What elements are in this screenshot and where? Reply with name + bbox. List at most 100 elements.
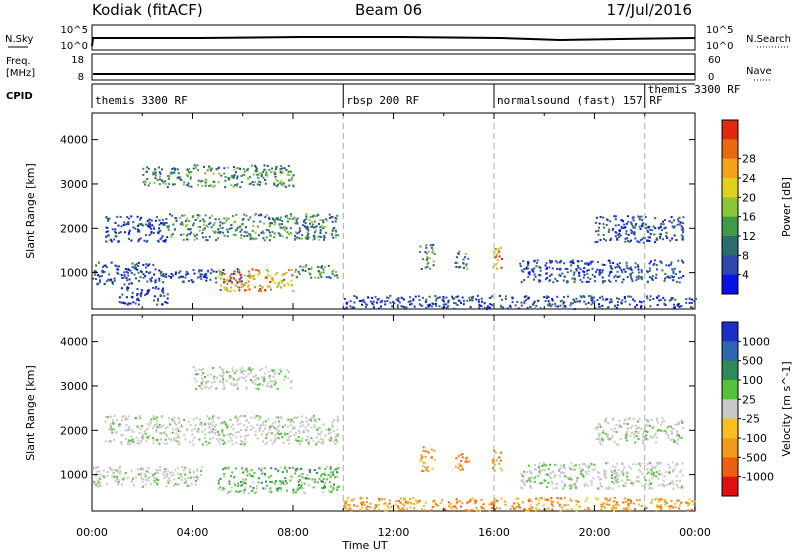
power-data-cell	[187, 185, 190, 188]
velocity-data-cell	[651, 470, 654, 473]
velocity-data-cell	[570, 507, 573, 510]
power-data-cell	[241, 219, 244, 222]
velocity-data-cell	[242, 480, 245, 483]
velocity-data-cell	[561, 506, 564, 509]
power-data-cell	[594, 307, 597, 310]
power-data-cell	[241, 283, 244, 286]
power-data-cell	[548, 275, 551, 277]
velocity-data-cell	[374, 504, 377, 507]
velocity-data-cell	[604, 475, 607, 478]
velocity-data-cell	[666, 427, 669, 430]
power-data-cell	[154, 174, 157, 177]
power-data-cell	[654, 227, 657, 230]
velocity-data-cell	[160, 438, 162, 441]
power-data-cell	[398, 301, 401, 304]
velocity-data-cell	[344, 502, 347, 504]
power-data-cell	[288, 217, 291, 220]
velocity-data-cell	[119, 470, 122, 473]
power-data-cell	[575, 268, 578, 271]
power-data-cell	[154, 281, 157, 284]
velocity-data-cell	[332, 471, 335, 474]
velocity-data-cell	[328, 427, 331, 430]
power-data-cell	[228, 276, 231, 279]
power-data-cell	[157, 232, 160, 235]
power-data-cell	[108, 279, 111, 282]
velocity-data-cell	[291, 418, 294, 420]
power-data-cell	[545, 262, 548, 265]
power-data-cell	[233, 221, 236, 224]
power-data-cell	[626, 237, 629, 240]
velocity-data-cell	[201, 373, 204, 376]
velocity-data-cell	[547, 507, 550, 510]
power-data-cell	[268, 234, 271, 237]
power-data-cell	[601, 271, 604, 274]
power-data-cell	[166, 236, 169, 239]
velocity-data-cell	[545, 499, 548, 501]
power-data-cell	[145, 180, 148, 183]
velocity-data-cell	[141, 425, 144, 428]
power-data-cell	[258, 214, 260, 217]
velocity-data-cell	[641, 484, 644, 487]
velocity-data-cell	[221, 380, 224, 383]
velocity-data-cell	[276, 387, 279, 390]
power-data-cell	[254, 213, 257, 215]
power-data-cell	[573, 278, 576, 281]
power-data-cell	[137, 271, 140, 274]
power-data-cell	[671, 268, 674, 271]
velocity-data-cell	[278, 372, 281, 375]
velocity-data-cell	[250, 490, 253, 492]
power-data-cell	[279, 216, 282, 219]
velocity-data-cell	[480, 498, 483, 501]
power-data-cell	[264, 289, 267, 291]
velocity-data-cell	[590, 480, 593, 483]
power-data-cell	[208, 165, 211, 168]
power-data-cell	[566, 280, 569, 282]
velocity-data-cell	[366, 509, 369, 512]
velocity-data-cell	[363, 503, 366, 506]
velocity-data-cell	[397, 500, 400, 502]
power-data-cell	[569, 269, 572, 272]
velocity-data-cell	[395, 500, 398, 503]
power-data-cell	[309, 273, 312, 276]
velocity-data-cell	[152, 442, 155, 445]
power-data-cell	[652, 225, 655, 228]
power-data-cell	[181, 222, 184, 225]
velocity-data-cell	[214, 432, 216, 434]
velocity-colorbar-band	[722, 418, 738, 439]
velocity-data-cell	[520, 486, 523, 489]
velocity-data-cell	[136, 442, 139, 445]
velocity-data-cell	[619, 425, 622, 428]
power-data-cell	[243, 235, 246, 238]
velocity-data-cell	[178, 442, 181, 445]
power-data-cell	[599, 296, 601, 299]
power-data-cell	[618, 236, 621, 239]
power-data-cell	[630, 276, 633, 279]
velocity-data-cell	[299, 442, 302, 445]
power-data-cell	[556, 295, 559, 298]
power-data-cell	[197, 184, 199, 187]
velocity-data-cell	[245, 386, 248, 389]
velocity-data-cell	[653, 467, 656, 470]
power-data-cell	[609, 220, 612, 223]
velocity-data-cell	[284, 480, 287, 483]
velocity-data-cell	[330, 490, 333, 493]
velocity-data-cell	[659, 498, 662, 501]
power-data-cell	[376, 301, 378, 304]
velocity-data-cell	[130, 429, 133, 432]
velocity-data-cell	[627, 502, 630, 505]
velocity-data-cell	[335, 468, 338, 470]
power-data-cell	[392, 300, 394, 303]
power-data-cell	[286, 231, 289, 234]
power-data-cell	[305, 215, 308, 218]
power-data-cell	[425, 244, 428, 247]
power-data-cell	[664, 277, 666, 280]
power-data-cell	[543, 296, 546, 298]
velocity-data-cell	[278, 420, 281, 423]
velocity-data-cell	[263, 380, 266, 383]
velocity-data-cell	[308, 477, 311, 480]
power-data-cell	[487, 306, 490, 309]
velocity-data-cell	[229, 436, 232, 439]
power-data-cell	[486, 305, 489, 308]
velocity-data-cell	[597, 475, 600, 478]
